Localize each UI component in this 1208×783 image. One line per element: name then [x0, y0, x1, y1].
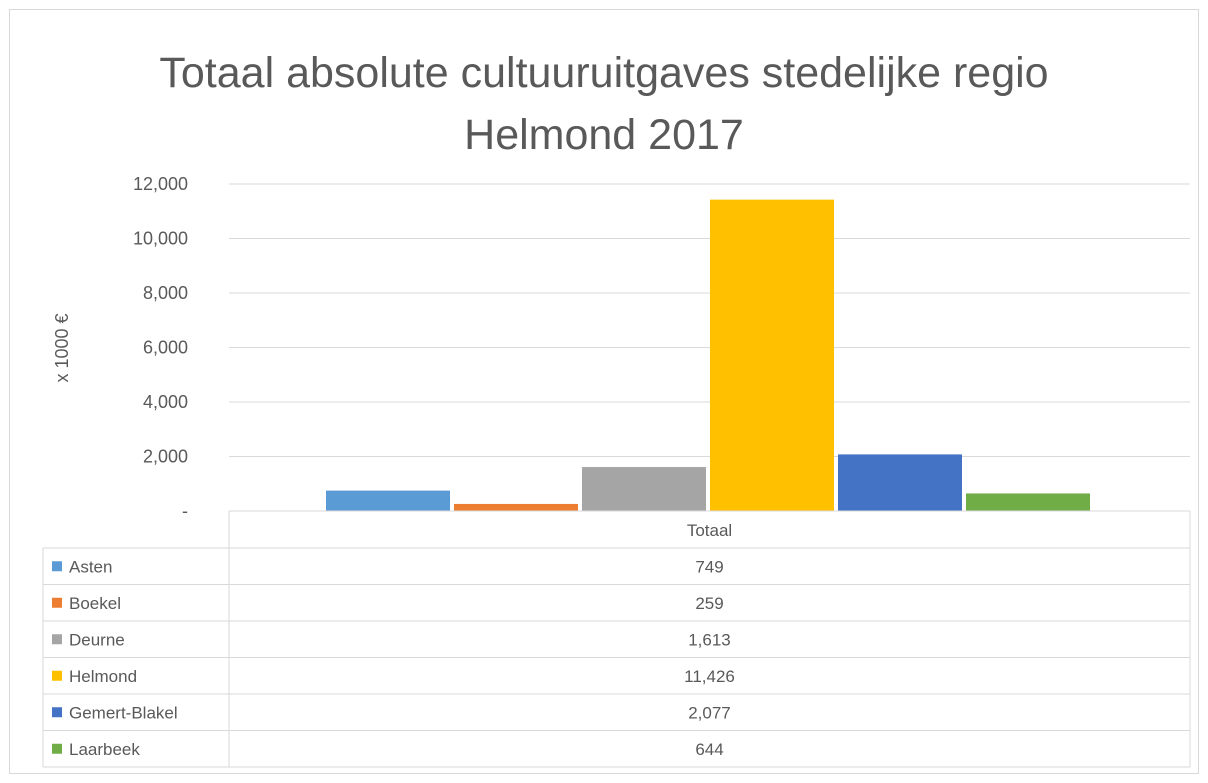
- bar-laarbeek: [966, 493, 1090, 511]
- legend-key-laarbeek: [52, 743, 62, 754]
- legend-key-deurne: [52, 634, 62, 645]
- bars: [326, 199, 1090, 512]
- legend-key-boekel: [52, 597, 62, 608]
- legend-key-gemert-blakel: [52, 707, 62, 718]
- y-tick-label: 2,000: [143, 447, 188, 467]
- chart-title-line-1: Totaal absolute cultuuruitgaves stedelij…: [159, 49, 1049, 97]
- y-tick-label: -: [182, 501, 188, 521]
- legend-label-helmond: Helmond: [69, 667, 137, 686]
- bar-boekel: [454, 503, 578, 511]
- chart-title-line-2: Helmond 2017: [464, 111, 744, 159]
- chart-title: Totaal absolute cultuuruitgaves stedelij…: [0, 42, 1208, 166]
- data-table: Totaal Asten 749 Boekel 259 Deurne 1,613 Helmon…: [42, 510, 1191, 768]
- bar-asten: [326, 490, 450, 511]
- bar-helmond: [710, 199, 834, 512]
- y-tick-label: 10,000: [133, 229, 188, 249]
- y-tick-label: 6,000: [143, 338, 188, 358]
- legend-label-laarbeek: Laarbeek: [69, 740, 140, 759]
- data-label-boekel: 259: [695, 594, 723, 613]
- y-tick-label: 8,000: [143, 283, 188, 303]
- y-axis-label: x 1000 €: [52, 313, 72, 382]
- legend-key-asten: [52, 561, 62, 572]
- chart-frame: [9, 9, 1199, 774]
- legend-key-helmond: [52, 670, 62, 681]
- legend-label-boekel: Boekel: [69, 594, 121, 613]
- data-label-gemert-blakel: 2,077: [688, 703, 731, 722]
- y-tick-label: 4,000: [143, 392, 188, 412]
- legend-label-asten: Asten: [69, 557, 112, 576]
- table-category-header: Totaal: [687, 521, 732, 540]
- y-tick-label: 12,000: [133, 174, 188, 194]
- data-label-asten: 749: [695, 557, 723, 576]
- legend-label-deurne: Deurne: [69, 630, 125, 649]
- data-label-laarbeek: 644: [695, 740, 723, 759]
- gridlines: [229, 183, 1190, 457]
- data-label-deurne: 1,613: [688, 630, 731, 649]
- bar-deurne: [582, 467, 706, 511]
- y-axis-ticks: - 2,000 4,000 6,000 8,000 10,000 12,000: [133, 174, 188, 521]
- bar-gemert-blakel: [838, 454, 962, 511]
- data-label-helmond: 11,426: [684, 667, 735, 686]
- legend-label-gemert-blakel: Gemert-Blakel: [69, 703, 178, 722]
